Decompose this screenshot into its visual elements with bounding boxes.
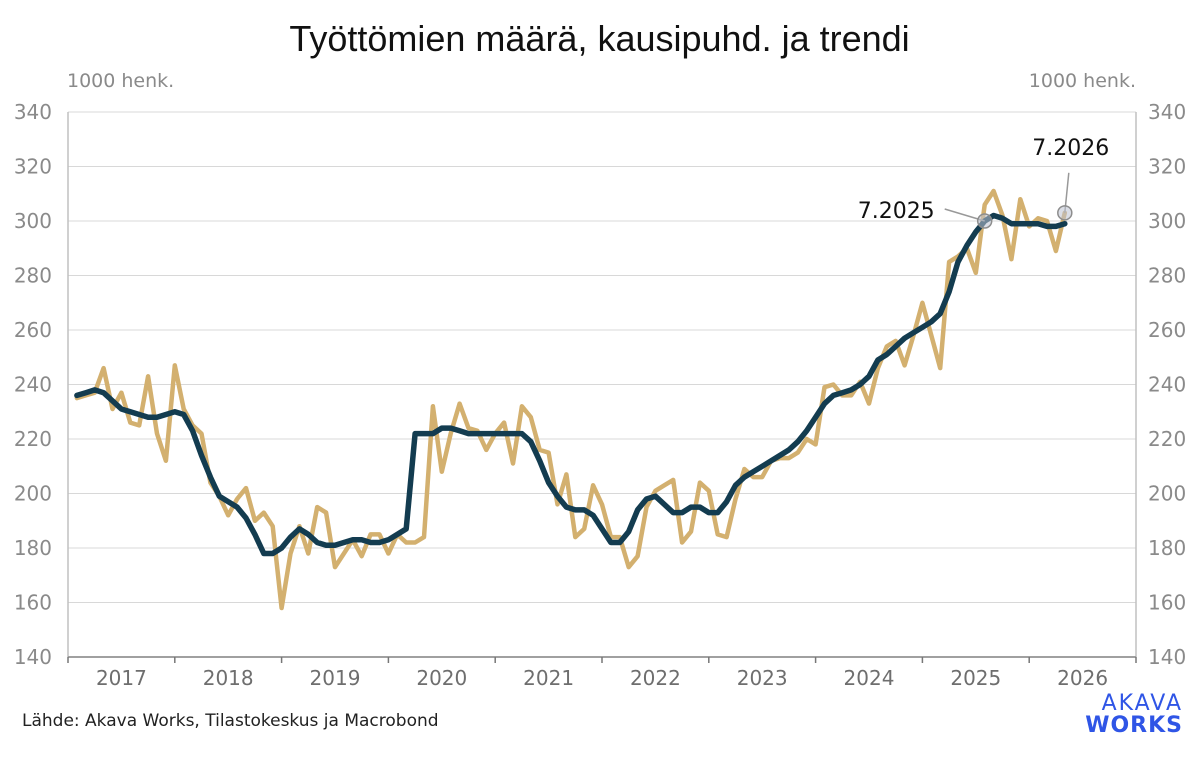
y-tick-label-right: 340: [1148, 100, 1186, 124]
y-tick-label-left: 160: [14, 591, 52, 615]
x-tick-label: 2023: [737, 666, 788, 690]
y-tick-label-right: 160: [1148, 591, 1186, 615]
x-tick-label: 2026: [1057, 666, 1108, 690]
y-tick-label-right: 300: [1148, 209, 1186, 233]
y-tick-label-left: 140: [14, 645, 52, 669]
annotation-marker: [1057, 205, 1073, 221]
y-tick-label-right: 140: [1148, 645, 1186, 669]
annotations: 7.2025 7.2026: [858, 136, 1109, 229]
x-tick-label: 2021: [523, 666, 574, 690]
y-tick-label-right: 260: [1148, 318, 1186, 342]
logo-line-2: WORKS: [1085, 713, 1183, 738]
akava-works-logo: AKAVA WORKS: [1085, 693, 1183, 737]
right-axis-unit: 1000 henk.: [1028, 70, 1136, 92]
chart-title: Työttömien määrä, kausipuhd. ja trendi: [289, 18, 910, 59]
series-lines: [74, 188, 1068, 611]
y-tick-label-right: 320: [1148, 155, 1186, 179]
x-tick-label: 2017: [96, 666, 147, 690]
y-tick-label-right: 280: [1148, 264, 1186, 288]
seasonal-line: [74, 188, 1068, 611]
y-tick-label-left: 320: [14, 155, 52, 179]
x-tick-label: 2024: [844, 666, 895, 690]
y-tick-label-left: 220: [14, 427, 52, 451]
trend-line: [74, 212, 1068, 557]
y-tick-label-right: 180: [1148, 536, 1186, 560]
x-tick-label: 2022: [630, 666, 681, 690]
y-tick-label-left: 300: [14, 209, 52, 233]
y-tick-label-left: 260: [14, 318, 52, 342]
y-tick-label-left: 180: [14, 536, 52, 560]
axes: 140 140 160 160 180 180 200 200 220 220 240 240 260 2…: [14, 100, 1186, 690]
source-note: Lähde: Akava Works, Tilastokeskus ja Mac…: [22, 711, 439, 731]
y-tick-label-right: 200: [1148, 482, 1186, 506]
logo-line-1: AKAVA: [1101, 691, 1183, 716]
x-tick-label: 2025: [950, 666, 1001, 690]
left-axis-unit: 1000 henk.: [67, 70, 175, 92]
annotation-label: 7.2026: [1032, 136, 1109, 161]
x-tick-label: 2018: [203, 666, 254, 690]
x-tick-label: 2020: [416, 666, 467, 690]
y-tick-label-right: 220: [1148, 427, 1186, 451]
y-tick-label-left: 200: [14, 482, 52, 506]
annotation-marker: [976, 213, 993, 229]
y-tick-label-left: 340: [14, 100, 52, 124]
y-tick-label-right: 240: [1148, 373, 1186, 397]
annotation-label: 7.2025: [858, 199, 935, 224]
y-tick-label-left: 240: [14, 373, 52, 397]
x-tick-label: 2019: [310, 666, 361, 690]
y-tick-label-left: 280: [14, 264, 52, 288]
